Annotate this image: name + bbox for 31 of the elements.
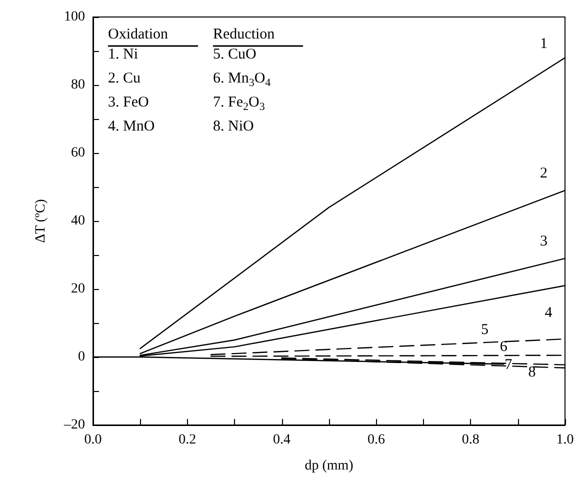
annotation: 4. MnO (108, 118, 155, 134)
x-tick-label: 0.0 (84, 432, 102, 448)
annotation: 7 (504, 357, 513, 374)
x-tick-label: 0.2 (178, 432, 196, 448)
annotation: 5 (481, 322, 489, 338)
y-tick-label: –20 (63, 418, 85, 432)
annotation: 2 (540, 165, 548, 182)
y-tick-label: 60 (71, 146, 85, 160)
annotation: Reduction (213, 26, 276, 42)
x-axis-title: dp (mm) (304, 458, 354, 474)
annotation: 4 (544, 304, 553, 321)
annotation: 5. CuO (213, 46, 257, 62)
annotation: 3 (540, 233, 548, 250)
x-tick-label: 0.8 (462, 432, 480, 448)
y-tick-label: 0 (78, 350, 85, 364)
y-tick-label: 80 (71, 78, 85, 92)
annotation: 8. NiO (213, 118, 254, 134)
annotation: 2. Cu (108, 70, 142, 86)
annotation: Oxidation (108, 26, 168, 42)
annotation: 8 (528, 364, 536, 380)
y-tick-label: 40 (71, 214, 85, 228)
annotation: 1. Ni (108, 46, 138, 62)
y-tick-label: 20 (71, 282, 85, 296)
y-axis-title: ΔT (ºC) (34, 198, 48, 243)
annotation: 1 (540, 36, 548, 52)
x-tick-label: 0.4 (273, 432, 291, 448)
x-tick-label: 0.6 (367, 432, 385, 448)
annotation: 3. FeO (108, 94, 149, 110)
y-tick-label: 100 (64, 10, 85, 24)
annotation: 6 (500, 338, 508, 355)
x-tick-label: 1.0 (556, 432, 574, 448)
